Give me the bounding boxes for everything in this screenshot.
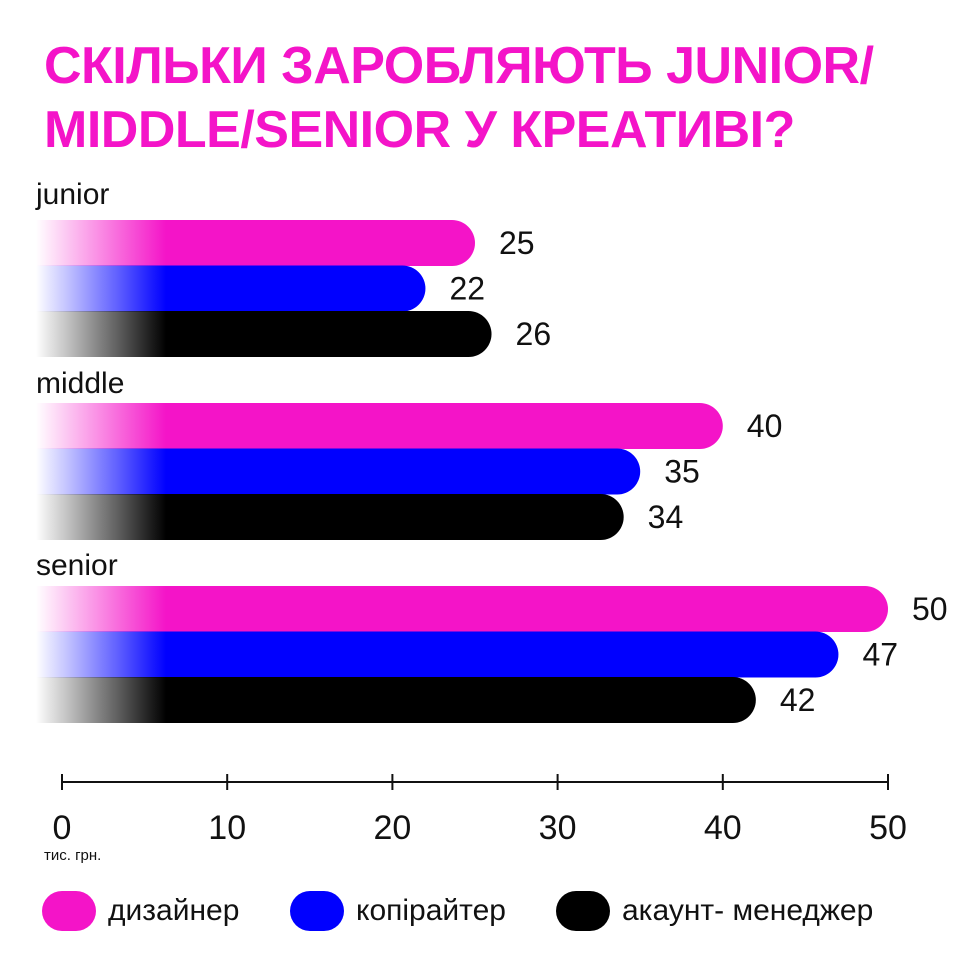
data-label-senior-copywriter: 47	[862, 637, 898, 673]
x-tick-label-50: 50	[869, 809, 907, 847]
data-label-senior-account-manager: 42	[780, 682, 816, 718]
bar-senior-designer	[36, 586, 888, 632]
bar-junior-copywriter	[36, 265, 426, 312]
legend-label-copywriter: копірайтер	[356, 894, 506, 927]
legend-item-account-manager: акаунт- менеджер	[556, 888, 873, 934]
data-label-senior-designer: 50	[912, 591, 948, 627]
bar-middle-copywriter	[36, 448, 641, 495]
legend-item-designer: дизайнер	[42, 888, 239, 934]
chart-title-line-1: СКІЛЬКИ ЗАРОБЛЯЮТЬ JUNIOR/	[44, 37, 874, 95]
legend-swatch-designer	[42, 891, 96, 931]
category-label-middle: middle	[36, 367, 124, 400]
category-label-junior: junior	[35, 178, 109, 211]
legend-swatch-account-manager	[556, 891, 610, 931]
bar-middle-designer	[36, 403, 723, 450]
x-axis-unit-label: тис. грн.	[44, 847, 101, 864]
chart-title: СКІЛЬКИ ЗАРОБЛЯЮТЬ JUNIOR/ MIDDLE/SENIOR…	[44, 34, 944, 162]
x-tick-label-10: 10	[208, 809, 246, 847]
x-tick-label-30: 30	[539, 809, 577, 847]
bar-chart: junior 25 22 26 middle 40 35 34 senior 50 47 42 0 10 2…	[35, 178, 948, 864]
chart-title-line-2: MIDDLE/SENIOR У КРЕАТИВІ?	[44, 101, 795, 159]
bar-junior-account-manager	[36, 311, 492, 357]
legend-item-copywriter: копірайтер	[290, 888, 506, 934]
data-label-middle-copywriter: 35	[664, 454, 700, 490]
data-label-junior-account-manager: 26	[516, 316, 552, 352]
legend-label-account-manager: акаунт- менеджер	[622, 894, 874, 927]
legend-swatch-copywriter	[290, 891, 344, 931]
x-tick-label-40: 40	[704, 809, 742, 847]
bar-senior-copywriter	[36, 631, 839, 678]
bar-junior-designer	[36, 220, 475, 266]
legend-label-designer: дизайнер	[108, 894, 240, 927]
bar-senior-account-manager	[36, 677, 756, 723]
bar-middle-account-manager	[36, 494, 624, 540]
data-label-junior-copywriter: 22	[449, 271, 485, 307]
data-label-middle-designer: 40	[747, 408, 783, 444]
x-tick-label-20: 20	[373, 809, 411, 847]
data-label-junior-designer: 25	[499, 225, 535, 261]
category-label-senior: senior	[36, 549, 118, 582]
data-label-middle-account-manager: 34	[648, 499, 684, 535]
x-tick-label-0: 0	[53, 809, 72, 847]
